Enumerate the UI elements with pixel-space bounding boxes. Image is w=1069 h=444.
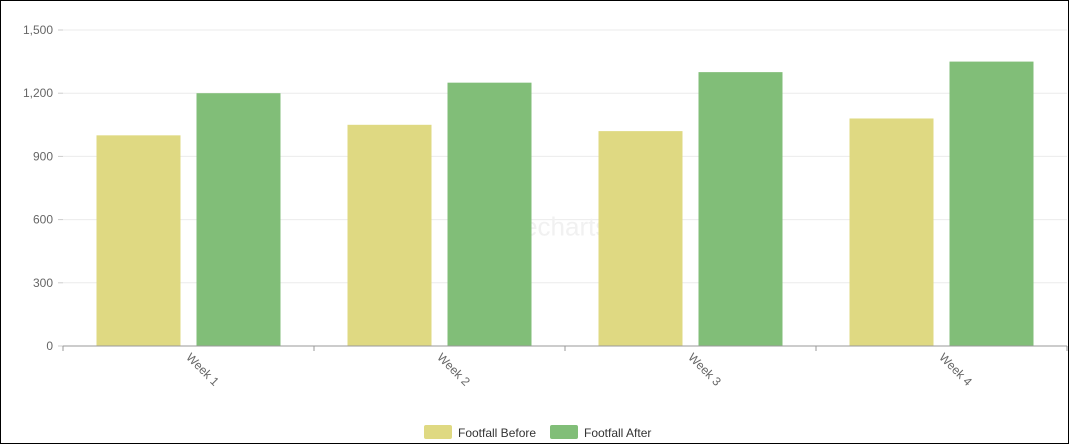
y-tick-label: 0 bbox=[46, 339, 53, 353]
legend-swatch bbox=[550, 425, 578, 439]
y-tick-label: 600 bbox=[33, 213, 53, 227]
bar-before bbox=[347, 124, 432, 346]
bar-before bbox=[849, 118, 934, 346]
bars bbox=[96, 61, 1034, 347]
y-tick-label: 1,200 bbox=[23, 86, 53, 100]
x-tick-label: Week 2 bbox=[434, 350, 473, 389]
legend-label: Footfall Before bbox=[458, 426, 536, 440]
legend: Footfall Before Footfall After bbox=[424, 425, 651, 440]
legend-label: Footfall After bbox=[584, 426, 651, 440]
x-tick-label: Week 3 bbox=[685, 350, 724, 389]
y-tick-label: 300 bbox=[33, 276, 53, 290]
bar-after bbox=[196, 93, 281, 346]
bar-before bbox=[96, 135, 181, 346]
x-tick-label: Week 1 bbox=[183, 350, 222, 389]
bar-after bbox=[447, 82, 532, 347]
bar-before bbox=[598, 131, 683, 346]
y-tick-label: 1,500 bbox=[23, 23, 53, 37]
bar-after bbox=[949, 61, 1034, 346]
x-tick-label: Week 4 bbox=[936, 350, 975, 389]
bar-after bbox=[698, 72, 783, 346]
legend-swatch bbox=[424, 425, 452, 439]
y-tick-label: 900 bbox=[33, 149, 53, 163]
